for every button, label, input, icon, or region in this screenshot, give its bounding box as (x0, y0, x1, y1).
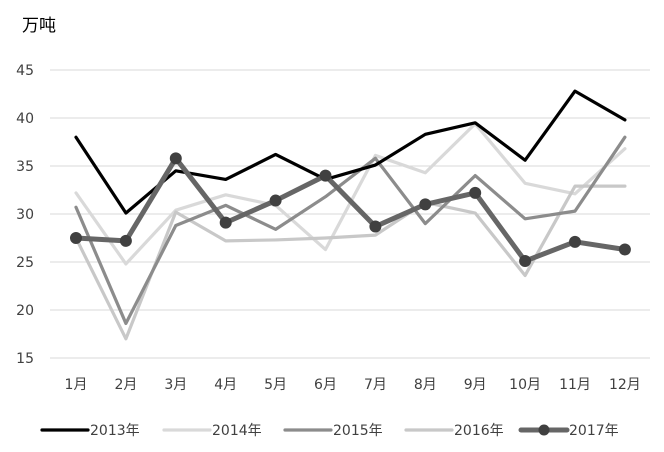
series-2017年 (70, 152, 631, 268)
data-point (419, 198, 432, 211)
y-tick-label: 35 (16, 159, 34, 175)
data-point (169, 152, 182, 165)
y-tick-label: 15 (16, 351, 34, 367)
y-tick-label: 25 (16, 255, 34, 271)
series-lines (70, 89, 631, 341)
series-line (74, 89, 627, 215)
y-tick-label: 20 (16, 303, 34, 319)
data-point (70, 232, 82, 244)
legend-item: 2017年 (518, 423, 619, 439)
y-tick-label: 40 (16, 111, 34, 127)
legend-label: 2017年 (569, 423, 619, 439)
x-tick-label: 7月 (364, 377, 387, 393)
series-2016年 (74, 184, 627, 341)
x-tick-label: 8月 (414, 377, 437, 393)
series-line (73, 155, 628, 264)
x-tick-label: 1月 (65, 377, 88, 393)
y-axis-unit-label: 万吨 (22, 16, 56, 36)
gridlines (50, 69, 650, 359)
x-tick-label: 9月 (464, 377, 487, 393)
x-tick-label: 12月 (609, 377, 641, 393)
x-tick-label: 5月 (264, 377, 287, 393)
data-point (519, 255, 532, 268)
y-axis-ticks: 15 20 25 30 35 40 45 (16, 63, 34, 367)
legend-label: 2013年 (90, 423, 140, 439)
data-point (618, 243, 631, 256)
data-point (469, 186, 482, 199)
series-2013年 (74, 89, 627, 215)
legend-label: 2016年 (454, 423, 504, 439)
series-line (74, 135, 627, 326)
data-point (319, 169, 332, 182)
data-point (369, 220, 382, 233)
data-point (569, 235, 581, 248)
x-axis-ticks: 1月 2月 3月 4月 5月 6月 7月 8月 9月 10月 11月 12月 (65, 377, 641, 393)
data-point (269, 194, 282, 207)
legend-item: 2014年 (162, 423, 262, 439)
x-tick-label: 10月 (509, 377, 541, 393)
x-tick-label: 3月 (164, 377, 187, 393)
legend: 2013年 2014年 2015年 2016年 2017年 (40, 423, 619, 439)
x-tick-label: 11月 (559, 377, 591, 393)
series-line (74, 184, 627, 341)
x-tick-label: 2月 (114, 377, 137, 393)
data-point (219, 216, 232, 229)
y-tick-label: 30 (16, 207, 34, 223)
legend-item: 2015年 (283, 423, 383, 439)
legend-item: 2016年 (404, 423, 504, 439)
legend-marker (538, 424, 550, 436)
legend-label: 2014年 (212, 423, 262, 439)
series-2015年 (74, 135, 627, 326)
x-tick-label: 4月 (214, 377, 237, 393)
y-tick-label: 45 (16, 63, 34, 79)
data-point (119, 234, 132, 247)
legend-label: 2015年 (333, 423, 383, 439)
x-tick-label: 6月 (314, 377, 337, 393)
legend-item: 2013年 (40, 423, 140, 439)
